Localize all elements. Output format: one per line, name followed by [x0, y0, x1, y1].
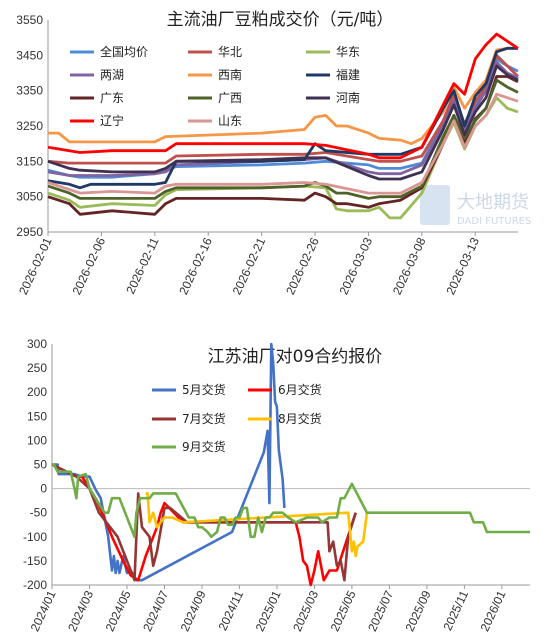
- legend-label: 西南: [218, 67, 242, 82]
- legend-label: 福建: [336, 67, 360, 82]
- x-tick-label: 2026-02-21: [230, 235, 269, 297]
- y-tick-label: -200: [23, 578, 47, 592]
- legend-label: 华东: [336, 45, 360, 59]
- x-tick-label: 2025/11: [440, 588, 471, 633]
- legend-item: 辽宁: [70, 113, 124, 128]
- chart-top-title: 主流油厂豆粕成交价（元/吨）: [167, 10, 394, 30]
- legend-label: 辽宁: [100, 113, 124, 128]
- y-tick-label: -150: [23, 554, 47, 568]
- chart-top-series: [47, 32, 519, 220]
- legend-label: 广西: [218, 91, 242, 105]
- y-tick-label: 250: [27, 361, 47, 375]
- series-line-3: [47, 61, 519, 177]
- legend-label: 河南: [336, 90, 360, 105]
- legend-item: 广东: [70, 91, 124, 105]
- watermark-cn: 大地期货: [457, 192, 529, 213]
- y-tick-label: -50: [30, 506, 48, 520]
- y-tick-label: -100: [23, 530, 47, 544]
- legend-label: 广东: [100, 91, 124, 105]
- legend-label: 5月交货: [182, 382, 226, 397]
- x-tick-label: 2024/03: [65, 588, 96, 634]
- series-line-0: [52, 342, 286, 582]
- x-tick-label: 2024/01: [28, 588, 59, 634]
- series-line-1: [47, 53, 519, 165]
- series-line-9: [47, 32, 519, 160]
- legend-item: 华东: [306, 45, 360, 59]
- y-tick-label: 2950: [16, 225, 43, 239]
- series-line-4: [52, 463, 530, 539]
- y-tick-label: 3350: [16, 84, 43, 98]
- series-line-8: [47, 64, 519, 181]
- legend-item: 5月交货: [152, 382, 226, 397]
- x-tick-label: 2026-02-01: [16, 235, 55, 297]
- legend-item: 8月交货: [248, 411, 322, 426]
- y-tick-label: 150: [27, 409, 47, 423]
- legend-item: 广西: [188, 91, 242, 105]
- legend-item: 两湖: [70, 67, 124, 82]
- y-tick-label: 3550: [16, 13, 43, 27]
- y-tick-label: 50: [34, 458, 48, 472]
- legend-item: 福建: [306, 67, 360, 82]
- chart-bottom-axes: 300 250 200 150 100 50 0 -50 -100 -150 -2002024/01…: [23, 337, 530, 634]
- legend-item: 全国均价: [70, 44, 148, 59]
- x-tick-label: 2024/11: [216, 588, 247, 633]
- x-tick-label: 2026-02-06: [69, 235, 108, 297]
- x-tick-label: 2026/01: [478, 588, 509, 634]
- x-tick-label: 2026-03-08: [390, 235, 429, 297]
- legend-label: 华北: [218, 45, 242, 59]
- legend-item: 河南: [306, 90, 360, 105]
- legend-label: 6月交货: [278, 382, 322, 397]
- legend-item: 西南: [188, 67, 242, 82]
- x-tick-label: 2026-03-03: [337, 235, 376, 297]
- y-tick-label: 3250: [16, 119, 43, 133]
- legend-label: 7月交货: [182, 411, 226, 426]
- chart-bottom-title: 江苏油厂对09合约报价: [208, 347, 383, 367]
- series-line-4: [48, 46, 518, 146]
- chart-bottom-series: [51, 342, 530, 587]
- series-line-3: [145, 492, 369, 558]
- y-tick-label: 3050: [16, 190, 43, 204]
- chart-top: 主流油厂豆粕成交价（元/吨） 3550 3450 3350 3250 3150 3050 2…: [16, 10, 519, 297]
- x-tick-label: 2024/07: [140, 588, 171, 634]
- legend-label: 8月交货: [278, 411, 322, 426]
- y-tick-label: 100: [27, 433, 47, 447]
- series-line-7: [47, 78, 519, 200]
- x-tick-label: 2025/01: [253, 588, 284, 634]
- x-tick-label: 2025/05: [328, 588, 359, 634]
- chart-bottom-legend: 5月交货 6月交货 7月交货 8月交货 9月交货: [152, 382, 322, 454]
- x-tick-label: 2026-03-13: [443, 235, 482, 297]
- watermark: 大地期货 DADI FUTURES: [420, 185, 531, 227]
- x-tick-label: 2025/09: [403, 588, 434, 634]
- y-tick-label: 300: [27, 337, 47, 351]
- x-tick-label: 2024/05: [103, 588, 134, 634]
- series-line-10: [47, 92, 519, 195]
- series-line-1: [51, 463, 357, 587]
- y-tick-label: 0: [40, 482, 47, 496]
- x-tick-label: 2026-02-11: [123, 235, 161, 296]
- x-tick-label: 2026-02-16: [176, 235, 215, 297]
- watermark-en: DADI FUTURES: [457, 216, 531, 227]
- legend-item: 华北: [188, 45, 242, 59]
- x-tick-label: 2024/09: [178, 588, 209, 634]
- x-tick-label: 2026-02-26: [283, 235, 322, 297]
- x-tick-label: 2025/07: [365, 588, 396, 634]
- series-line-2: [51, 463, 357, 582]
- legend-item: 7月交货: [152, 411, 226, 426]
- legend-label: 两湖: [100, 67, 124, 82]
- legend-label: 山东: [218, 114, 242, 128]
- legend-label: 9月交货: [182, 439, 226, 454]
- chart-bottom: 江苏油厂对09合约报价 300 250 200 150 100 50 0 -50 -100 -15…: [23, 337, 530, 634]
- y-tick-label: 3150: [16, 154, 43, 168]
- y-tick-label: 200: [27, 385, 47, 399]
- x-tick-label: 2025/03: [290, 588, 321, 634]
- legend-item: 6月交货: [248, 382, 322, 397]
- watermark-logo-icon: [420, 185, 450, 225]
- legend-label: 全国均价: [100, 44, 148, 59]
- legend-item: 山东: [188, 114, 242, 128]
- legend-item: 9月交货: [152, 439, 226, 454]
- y-tick-label: 3450: [16, 48, 43, 62]
